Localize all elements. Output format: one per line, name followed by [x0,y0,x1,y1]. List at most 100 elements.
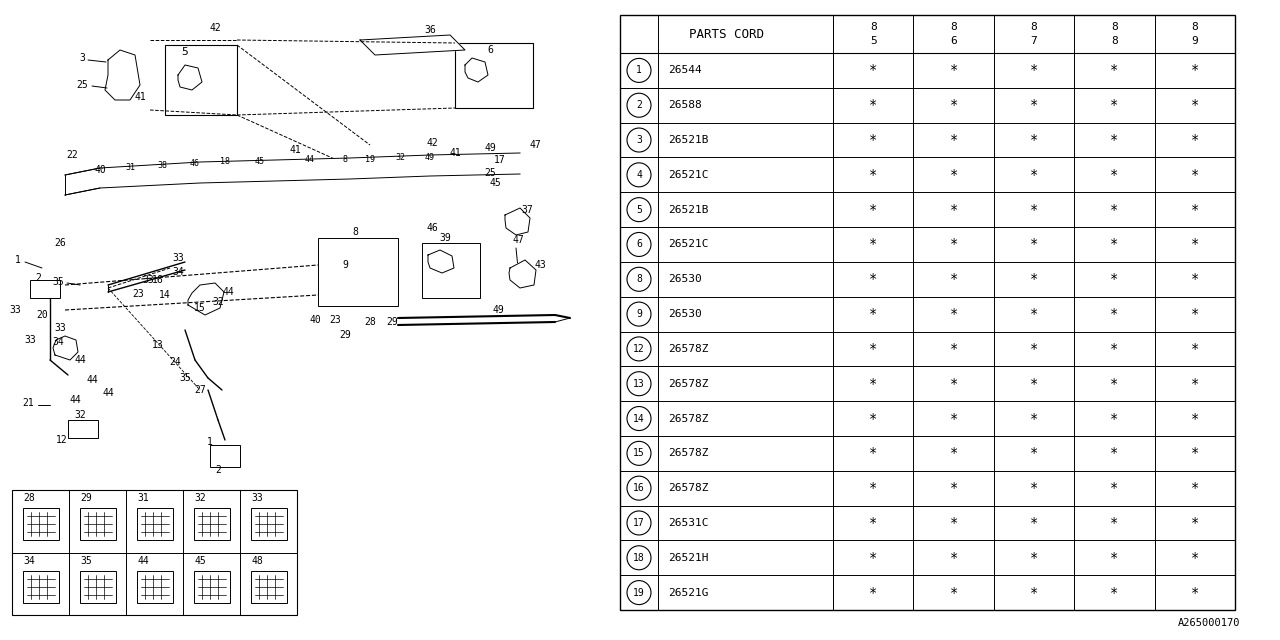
Text: 1: 1 [207,437,212,447]
Text: 14: 14 [159,290,170,300]
Text: 9: 9 [1192,36,1198,46]
Text: *: * [1030,342,1038,356]
Text: 2: 2 [636,100,643,110]
Text: *: * [869,272,877,286]
Text: *: * [1190,237,1199,252]
Text: *: * [950,237,957,252]
Text: 17: 17 [494,155,506,165]
Text: *: * [1110,133,1119,147]
Text: 26530: 26530 [668,309,701,319]
Text: *: * [1190,272,1199,286]
Polygon shape [465,58,488,82]
Text: 34: 34 [52,337,64,347]
Text: 44: 44 [223,287,234,297]
Text: 18: 18 [220,157,230,166]
Text: *: * [950,377,957,390]
Text: 26578Z: 26578Z [668,413,709,424]
Text: *: * [869,342,877,356]
Text: 39: 39 [439,233,451,243]
Text: 26521G: 26521G [668,588,709,598]
Text: *: * [950,272,957,286]
Text: *: * [950,98,957,112]
Text: *: * [1190,516,1199,530]
Bar [193,570,229,602]
Polygon shape [188,283,224,315]
Text: *: * [1110,98,1119,112]
Text: 23: 23 [132,289,143,299]
Bar [620,15,1235,610]
Bar [12,490,297,615]
Text: 49: 49 [484,143,495,153]
Text: 45: 45 [489,178,500,188]
Text: 6: 6 [488,45,493,55]
Text: *: * [1030,272,1038,286]
Text: 19: 19 [365,154,375,163]
Text: 26521B: 26521B [668,135,709,145]
Bar [79,508,115,540]
Polygon shape [509,260,536,288]
Bar [79,570,115,602]
Text: 21: 21 [22,398,33,408]
Text: 33: 33 [24,335,36,345]
Text: 35: 35 [52,277,64,287]
Text: 8: 8 [1192,22,1198,32]
Text: *: * [1110,377,1119,390]
Text: *: * [869,412,877,426]
Text: 33: 33 [172,253,184,263]
Text: 19: 19 [634,588,645,598]
Text: 44: 44 [305,156,315,164]
Text: *: * [1190,168,1199,182]
Text: 16: 16 [152,275,164,285]
Text: 44: 44 [86,375,97,385]
Text: 4: 4 [636,170,643,180]
Text: *: * [1030,586,1038,600]
Text: *: * [1110,342,1119,356]
Text: 32: 32 [212,297,224,307]
Polygon shape [105,50,140,100]
Text: *: * [869,481,877,495]
Text: 5: 5 [182,47,188,57]
Text: *: * [1110,272,1119,286]
Text: 41: 41 [449,148,461,158]
Text: 12: 12 [56,435,68,445]
Text: 17: 17 [634,518,645,528]
Text: *: * [1030,168,1038,182]
Text: *: * [1190,133,1199,147]
Text: *: * [869,586,877,600]
Polygon shape [178,65,202,90]
Polygon shape [506,208,530,235]
Text: 18: 18 [634,553,645,563]
Text: 26521C: 26521C [668,170,709,180]
Bar [454,43,532,108]
Polygon shape [428,250,454,273]
Text: 8: 8 [352,227,358,237]
Bar [251,570,287,602]
Bar [137,508,173,540]
Text: 8: 8 [636,275,643,284]
Text: *: * [1030,133,1038,147]
Text: 8: 8 [870,22,877,32]
Text: *: * [1110,307,1119,321]
Text: *: * [1030,203,1038,217]
Text: 1: 1 [15,255,20,265]
Text: 16: 16 [634,483,645,493]
Text: 49: 49 [492,305,504,315]
Text: 29: 29 [387,317,398,327]
Text: 35: 35 [81,556,92,566]
Text: *: * [950,307,957,321]
Text: 44: 44 [69,395,81,405]
Text: *: * [1030,551,1038,564]
Text: *: * [869,168,877,182]
Text: 8: 8 [343,154,347,163]
Text: 8: 8 [1111,22,1117,32]
Text: *: * [1110,237,1119,252]
Text: *: * [1190,98,1199,112]
Text: PARTS CORD: PARTS CORD [689,28,764,40]
Text: *: * [950,342,957,356]
Text: 8: 8 [1111,36,1117,46]
Text: *: * [1110,412,1119,426]
Text: 5: 5 [636,205,643,214]
Text: 32: 32 [195,493,206,503]
Text: 2: 2 [35,273,41,283]
Bar [165,45,237,115]
